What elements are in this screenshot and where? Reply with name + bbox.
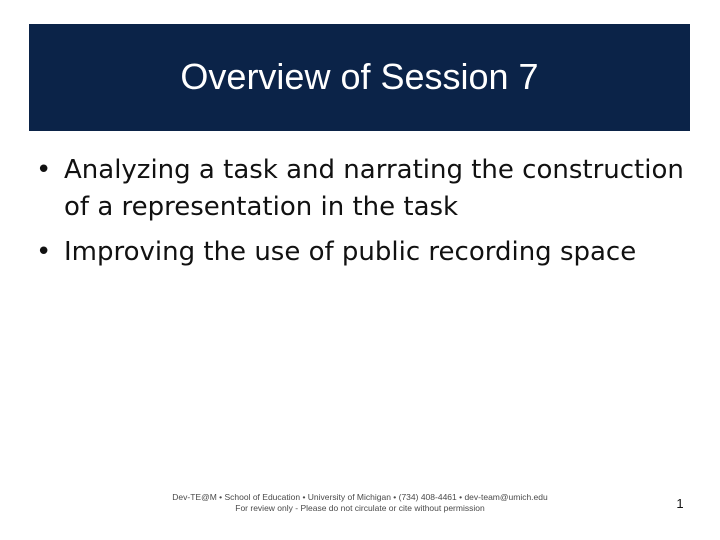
title-bar: Overview of Session 7	[29, 24, 690, 131]
footer-contact-line: Dev-TE@M • School of Education • Univers…	[172, 492, 548, 502]
bullet-item: • Improving the use of public recording …	[36, 234, 696, 271]
bullet-list: • Analyzing a task and narrating the con…	[36, 152, 696, 279]
bullet-text: Analyzing a task and narrating the const…	[64, 155, 684, 222]
page-number: 1	[676, 496, 684, 511]
slide-title: Overview of Session 7	[180, 55, 539, 97]
bullet-item: • Analyzing a task and narrating the con…	[36, 152, 696, 226]
bullet-text: Improving the use of public recording sp…	[64, 237, 637, 267]
footer-permission-line: For review only - Please do not circulat…	[235, 503, 485, 513]
bullet-marker: •	[36, 155, 52, 185]
bullet-marker: •	[36, 237, 52, 267]
slide-footer: Dev-TE@M • School of Education • Univers…	[110, 492, 610, 514]
